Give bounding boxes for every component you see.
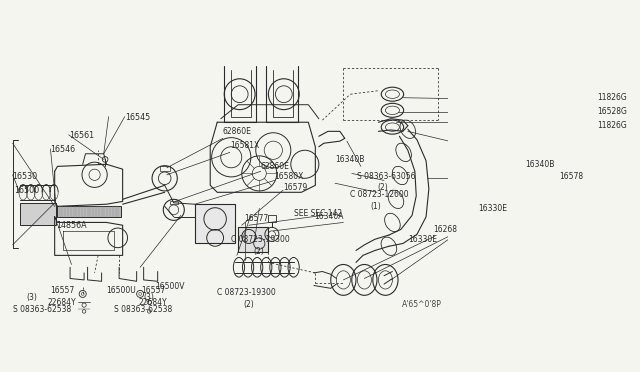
Text: 16268: 16268	[433, 225, 457, 234]
Text: 16340A: 16340A	[314, 212, 344, 221]
Text: 16581X: 16581X	[230, 141, 259, 150]
Text: 16340B: 16340B	[335, 155, 364, 164]
Bar	[195, 204, 236, 243]
Text: 16330E: 16330E	[478, 204, 507, 213]
Text: 62860E: 62860E	[223, 127, 252, 136]
Text: 22684Y: 22684Y	[139, 298, 168, 307]
Text: C 08723-12600: C 08723-12600	[350, 190, 409, 199]
Text: 16578: 16578	[559, 172, 583, 181]
Text: 16580X: 16580X	[275, 172, 304, 181]
Text: (2): (2)	[377, 183, 388, 192]
Text: 16330E: 16330E	[408, 235, 437, 244]
Text: 16561: 16561	[68, 131, 94, 140]
Text: 16546: 16546	[51, 145, 76, 154]
Bar	[170, 201, 178, 204]
Text: 16557: 16557	[141, 286, 166, 295]
Bar	[160, 166, 170, 171]
Text: C 08723-19300: C 08723-19300	[217, 288, 276, 297]
Text: C 08723-19300: C 08723-19300	[231, 235, 290, 244]
Bar	[268, 215, 276, 222]
Text: 16500U: 16500U	[106, 286, 136, 295]
Text: (3): (3)	[143, 293, 154, 302]
Text: S 08363-63056: S 08363-63056	[357, 172, 416, 181]
Text: 16500V: 16500V	[156, 282, 185, 291]
Bar	[20, 203, 56, 225]
Text: 16340B: 16340B	[525, 160, 555, 169]
Text: 11826G: 11826G	[597, 121, 627, 130]
Text: 16500: 16500	[14, 186, 39, 195]
Text: (2): (2)	[244, 300, 255, 309]
Text: 16577: 16577	[244, 214, 268, 223]
Text: 16557: 16557	[51, 286, 75, 295]
Bar	[58, 206, 120, 217]
Bar	[238, 227, 268, 252]
Text: 11826G: 11826G	[597, 93, 627, 102]
Text: 16530: 16530	[13, 172, 38, 181]
Text: 16545: 16545	[125, 113, 150, 122]
Text: S 08363-62538: S 08363-62538	[13, 305, 71, 314]
Text: 62860E: 62860E	[260, 162, 289, 171]
Text: 22684Y: 22684Y	[47, 298, 76, 307]
Text: 16528G: 16528G	[597, 107, 627, 116]
Text: (3): (3)	[27, 293, 38, 302]
Text: SEE SEC.142: SEE SEC.142	[294, 209, 342, 218]
Text: 14856A: 14856A	[56, 221, 86, 230]
Text: A'65^0'8P: A'65^0'8P	[402, 300, 442, 310]
Text: (1): (1)	[370, 202, 381, 211]
Text: S 08363-62538: S 08363-62538	[113, 305, 172, 314]
Text: (2): (2)	[253, 247, 264, 256]
Text: 16579: 16579	[283, 183, 307, 192]
